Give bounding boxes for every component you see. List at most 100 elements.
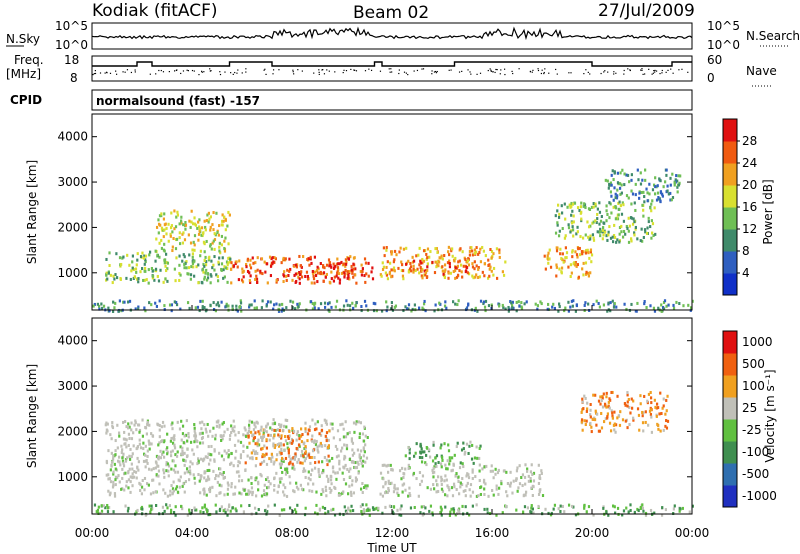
- power-echo-cell: [617, 201, 620, 205]
- nave-dot: [541, 69, 543, 71]
- velocity-echo-cell: [342, 435, 346, 439]
- velocity-echo-cell: [448, 488, 451, 492]
- velocity-echo-cell: [113, 462, 116, 466]
- velocity-echo-cell: [97, 511, 100, 515]
- power-echo-cell: [507, 309, 510, 313]
- velocity-echo-cell: [262, 434, 266, 438]
- power-echo-cell: [385, 248, 388, 252]
- nave-dot: [237, 69, 239, 71]
- velocity-echo-cell: [125, 425, 128, 429]
- velocity-echo-cell: [532, 485, 535, 489]
- nave-dot: [670, 68, 672, 70]
- power-echo-cell: [328, 280, 331, 284]
- power-echo-cell: [662, 307, 666, 311]
- velocity-echo-cell: [220, 505, 223, 509]
- power-echo-cell: [448, 253, 451, 257]
- power-echo-cell: [421, 261, 424, 265]
- power-echo-cell: [609, 181, 612, 185]
- power-echo-cell: [658, 197, 661, 201]
- nave-dot: [570, 72, 572, 74]
- power-echo-cell: [221, 219, 224, 223]
- velocity-echo-cell: [308, 489, 311, 493]
- power-echo-cell: [313, 281, 316, 285]
- velocity-echo-cell: [323, 418, 326, 422]
- velocity-echo-cell: [641, 414, 644, 418]
- power-echo-cell: [269, 274, 273, 278]
- velocity-echo-cell: [365, 456, 369, 460]
- velocity-echo-cell: [157, 469, 161, 473]
- power-echo-cell: [409, 261, 412, 265]
- velocity-echo-cell: [122, 461, 125, 465]
- velocity-echo-cell: [170, 436, 173, 440]
- velocity-echo-cell: [572, 505, 575, 509]
- power-echo-cell: [571, 304, 574, 308]
- power-echo-cell: [580, 201, 583, 205]
- power-echo-cell: [446, 261, 450, 265]
- velocity-echo-cell: [325, 494, 328, 498]
- velocity-echo-cell: [254, 442, 257, 446]
- power-echo-cell: [222, 276, 225, 280]
- power-echo-cell: [569, 305, 572, 309]
- velocity-echo-cell: [343, 466, 346, 470]
- velocity-echo-cell: [127, 443, 130, 447]
- nave-dot: [158, 69, 160, 72]
- power-echo-cell: [606, 212, 609, 216]
- power-echo-cell: [596, 207, 599, 211]
- velocity-echo-cell: [580, 420, 583, 424]
- velocity-echo-cell: [130, 421, 133, 425]
- power-echo-cell: [636, 301, 639, 305]
- power-echo-cell: [558, 305, 561, 309]
- power-echo-cell: [134, 307, 137, 311]
- velocity-echo-cell: [148, 504, 151, 508]
- velocity-echo-cell: [168, 504, 171, 508]
- power-echo-cell: [184, 223, 188, 227]
- velocity-echo-cell: [129, 480, 132, 484]
- power-echo-cell: [671, 172, 674, 176]
- velocity-echo-cell: [641, 410, 644, 414]
- velocity-echo-cell: [495, 484, 498, 488]
- power-echo-cell: [604, 230, 607, 234]
- power-echo-cell: [330, 305, 333, 309]
- power-echo-cell: [189, 273, 193, 277]
- velocity-echo-cell: [277, 484, 280, 488]
- velocity-echo-cell: [278, 442, 281, 446]
- velocity-echo-cell: [435, 490, 438, 494]
- velocity-echo-cell: [412, 454, 416, 458]
- velocity-echo-cell: [428, 509, 431, 513]
- power-echo-cell: [613, 171, 616, 175]
- velocity-echo-cell: [248, 503, 251, 507]
- velocity-echo-cell: [231, 506, 234, 510]
- velocity-echo-cell: [273, 445, 277, 449]
- velocity-echo-cell: [122, 437, 126, 441]
- power-echo-cell: [639, 239, 642, 243]
- nave-dot: [422, 68, 425, 70]
- power-colorbar-tick: 8: [742, 244, 750, 258]
- power-echo-cell: [678, 302, 681, 306]
- power-echo-cell: [590, 253, 594, 257]
- velocity-echo-cell: [440, 508, 443, 512]
- power-echo-cell: [213, 238, 217, 242]
- power-echo-cell: [536, 307, 539, 311]
- velocity-echo-cell: [181, 446, 184, 450]
- power-echo-cell: [568, 203, 571, 207]
- nave-dot: [627, 68, 629, 70]
- power-echo-cell: [163, 228, 166, 232]
- velocity-echo-cell: [120, 451, 123, 455]
- velocity-echo-cell: [408, 486, 411, 490]
- velocity-echo-cell: [291, 509, 294, 513]
- velocity-echo-cell: [186, 439, 189, 443]
- power-echo-cell: [204, 228, 207, 232]
- power-echo-cell: [444, 300, 447, 304]
- power-echo-cell: [105, 278, 108, 282]
- velocity-echo-cell: [465, 484, 468, 488]
- velocity-echo-cell: [117, 459, 120, 463]
- velocity-echo-cell: [126, 509, 130, 513]
- velocity-echo-cell: [364, 460, 367, 464]
- velocity-echo-cell: [433, 470, 436, 474]
- velocity-echo-cell: [673, 504, 676, 508]
- power-echo-cell: [575, 303, 578, 307]
- velocity-echo-cell: [322, 468, 325, 472]
- power-echo-cell: [655, 185, 658, 189]
- power-echo-cell: [606, 309, 609, 313]
